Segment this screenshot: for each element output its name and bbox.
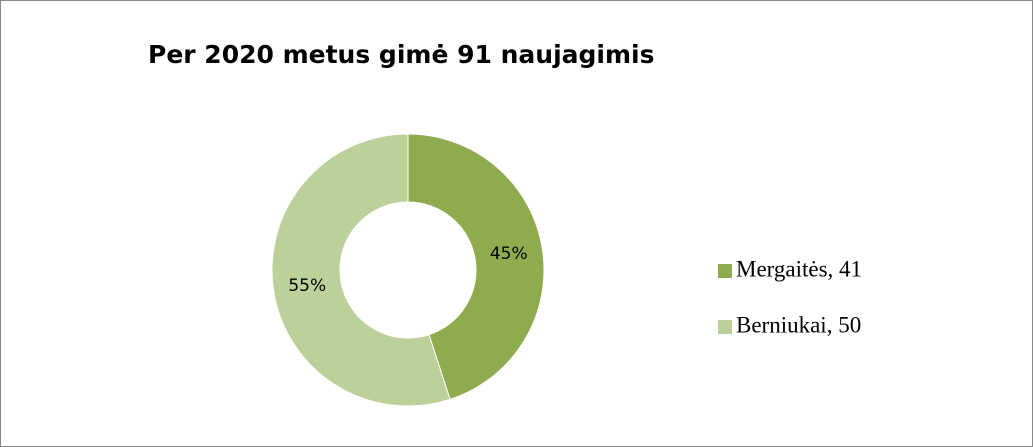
chart-title: Per 2020 metus gimė 91 naujagimis bbox=[148, 40, 654, 69]
legend-label: Mergaitės, 41 bbox=[736, 256, 862, 281]
legend-label: Berniukai, 50 bbox=[736, 312, 861, 337]
data-label: 45% bbox=[490, 244, 528, 264]
donut-slice bbox=[271, 133, 451, 407]
donut-slice bbox=[407, 133, 545, 400]
legend-swatch bbox=[718, 320, 732, 334]
legend-swatch bbox=[718, 264, 732, 278]
data-label: 55% bbox=[288, 276, 326, 296]
